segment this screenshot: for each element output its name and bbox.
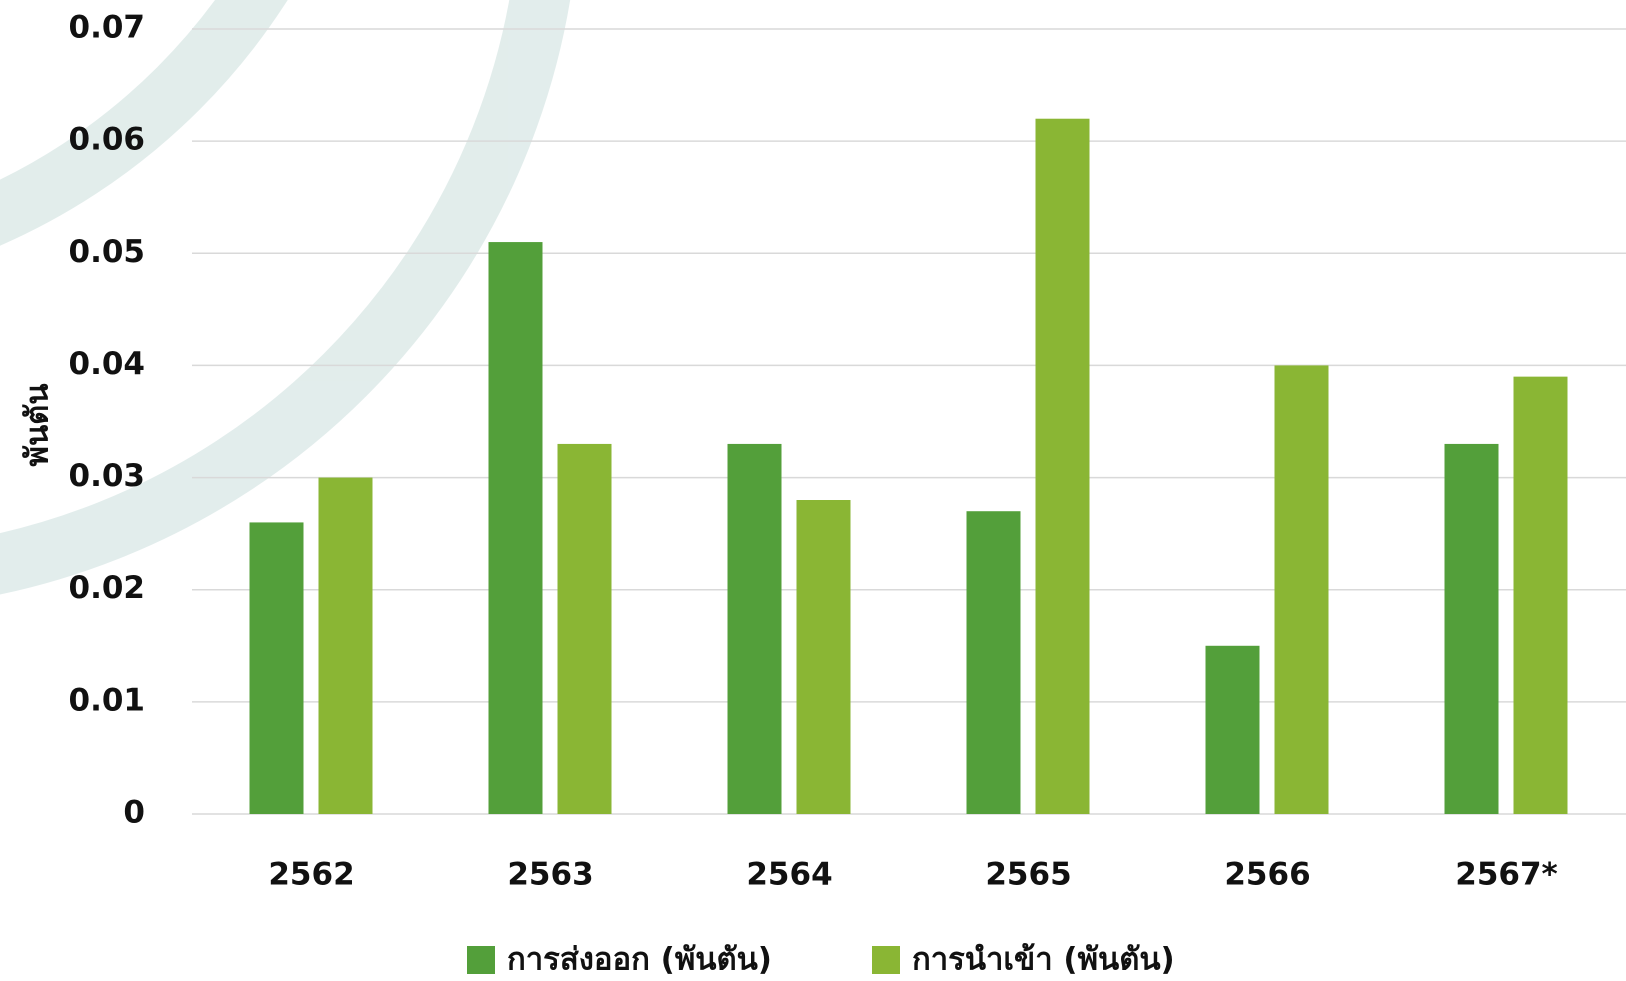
bar	[1035, 118, 1090, 814]
x-tick-label: 2566	[1224, 857, 1310, 893]
legend-swatch	[872, 946, 900, 974]
x-tick-label: 2563	[507, 857, 593, 893]
bar	[796, 500, 851, 814]
bar	[318, 477, 373, 814]
y-tick-label: 0.02	[69, 570, 146, 606]
y-tick-label: 0.03	[69, 458, 146, 494]
x-tick-label: 2564	[746, 857, 832, 893]
x-tick-label: 2565	[985, 857, 1071, 893]
y-tick-label: 0	[123, 795, 145, 831]
y-tick-label: 0.07	[69, 10, 146, 46]
y-tick-label: 0.05	[69, 234, 146, 270]
bar	[966, 511, 1021, 814]
bar	[249, 522, 304, 814]
bar	[557, 443, 612, 814]
bar	[488, 242, 543, 815]
y-tick-label: 0.01	[69, 682, 146, 718]
bar	[1444, 443, 1499, 814]
y-tick-label: 0.06	[69, 122, 146, 158]
x-tick-label: 2567*	[1455, 857, 1558, 893]
bar	[727, 443, 782, 814]
x-tick-label: 2562	[268, 857, 354, 893]
bar	[1205, 645, 1260, 814]
bar	[1513, 376, 1568, 814]
legend-label: การนำเข้า (พันตัน)	[912, 942, 1175, 978]
bar	[1274, 365, 1329, 814]
legend-swatch	[467, 946, 495, 974]
legend-label: การส่งออก (พันตัน)	[507, 942, 772, 978]
y-tick-label: 0.04	[69, 346, 146, 382]
y-axis-label: พันตัน	[20, 384, 56, 467]
